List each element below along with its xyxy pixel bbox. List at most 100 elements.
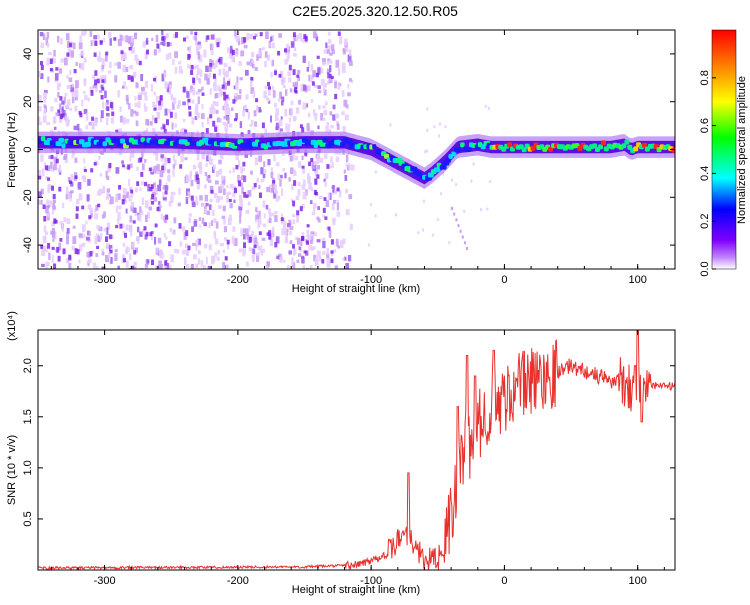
noise-dot [223, 63, 228, 68]
noise-dot [218, 159, 222, 165]
noise-dot-strong [55, 67, 59, 71]
noise-dot [335, 156, 340, 162]
noise-dot [296, 215, 299, 223]
noise-dot [116, 218, 119, 222]
noise-dot [298, 253, 302, 257]
noise-dot [174, 66, 178, 74]
noise-dot-strong [314, 178, 318, 185]
noise-dot-strong [101, 266, 105, 269]
noise-dot-strong [243, 242, 246, 248]
noise-dot [139, 187, 142, 191]
noise-dot [160, 126, 165, 130]
noise-dot [194, 33, 198, 41]
noise-dot [161, 30, 164, 36]
noise-dot [287, 46, 291, 54]
noise-dot [74, 90, 79, 98]
noise-dot [100, 233, 103, 241]
noise-dot [286, 127, 290, 133]
noise-dot [135, 247, 138, 253]
noise-dot [187, 191, 191, 200]
noise-dot [323, 109, 328, 116]
noise-dot [237, 94, 242, 100]
ridge-blob [140, 137, 145, 143]
noise-dot [161, 73, 165, 82]
ridge-blob [114, 137, 119, 143]
noise-dot [348, 78, 352, 82]
noise-dot [193, 221, 198, 227]
noise-dot [58, 164, 61, 173]
noise-dot [194, 116, 198, 120]
noise-dot [317, 125, 320, 130]
noise-dot [70, 84, 74, 93]
noise-dot [224, 72, 228, 77]
noise-dot-strong [231, 50, 235, 55]
noise-dot [307, 173, 310, 179]
noise-dot [94, 236, 98, 245]
noise-dot-sparse [480, 208, 482, 212]
noise-dot [208, 265, 212, 269]
noise-dot [217, 85, 221, 91]
noise-dot [80, 63, 85, 71]
noise-dot-strong [93, 52, 97, 57]
noise-dot-strong [164, 190, 168, 195]
noise-dot [293, 53, 297, 57]
noise-dot [265, 31, 269, 39]
noise-dot [196, 68, 201, 75]
noise-dot [322, 250, 326, 255]
noise-dot [73, 172, 78, 179]
noise-dot [275, 126, 280, 131]
noise-dot-strong [74, 175, 78, 179]
noise-dot [282, 221, 287, 229]
noise-dot-strong [190, 195, 194, 201]
noise-dot [153, 91, 156, 96]
noise-dot [254, 121, 258, 127]
noise-dot [213, 83, 217, 92]
noise-dot [240, 228, 243, 236]
noise-dot [299, 33, 302, 42]
noise-dot [341, 90, 345, 97]
noise-dot [216, 256, 220, 261]
noise-dot [94, 208, 97, 213]
noise-dot-sparse [431, 233, 434, 237]
noise-dot-sparse [472, 162, 475, 166]
noise-dot [292, 214, 296, 218]
noise-dot [306, 123, 310, 131]
noise-dot [97, 58, 102, 62]
noise-dot-strong [97, 203, 101, 208]
noise-dot-strong [68, 254, 72, 260]
ridge-blob [102, 141, 107, 147]
noise-dot [298, 99, 301, 105]
noise-dot [221, 179, 226, 186]
noise-dot-strong [166, 119, 169, 126]
noise-dot [129, 186, 133, 192]
noise-dot [347, 83, 350, 89]
noise-dot [135, 120, 139, 126]
noise-dot [106, 175, 110, 180]
noise-dot [139, 210, 143, 216]
noise-dot [149, 197, 153, 205]
noise-dot-strong [274, 242, 278, 248]
noise-dot [191, 226, 194, 232]
noise-dot [151, 37, 154, 42]
noise-dot [256, 254, 260, 262]
noise-dot [32, 86, 35, 90]
noise-dot [124, 165, 128, 170]
noise-dot [309, 234, 312, 240]
noise-dot [128, 224, 133, 233]
noise-dot [125, 94, 129, 101]
noise-dot [282, 168, 286, 172]
noise-dot [291, 152, 295, 161]
noise-dot-strong [47, 177, 51, 181]
noise-dot [58, 170, 62, 175]
noise-dot [255, 252, 260, 256]
noise-dot [184, 88, 188, 93]
noise-dot [306, 229, 310, 238]
noise-dot-strong [216, 42, 220, 48]
colorbar-gradient [711, 29, 737, 270]
noise-dot-sparse [489, 180, 492, 184]
noise-dot [126, 97, 129, 105]
noise-dot [201, 86, 204, 91]
noise-dot [165, 54, 169, 60]
noise-dot [48, 52, 52, 56]
noise-dot [122, 64, 126, 73]
